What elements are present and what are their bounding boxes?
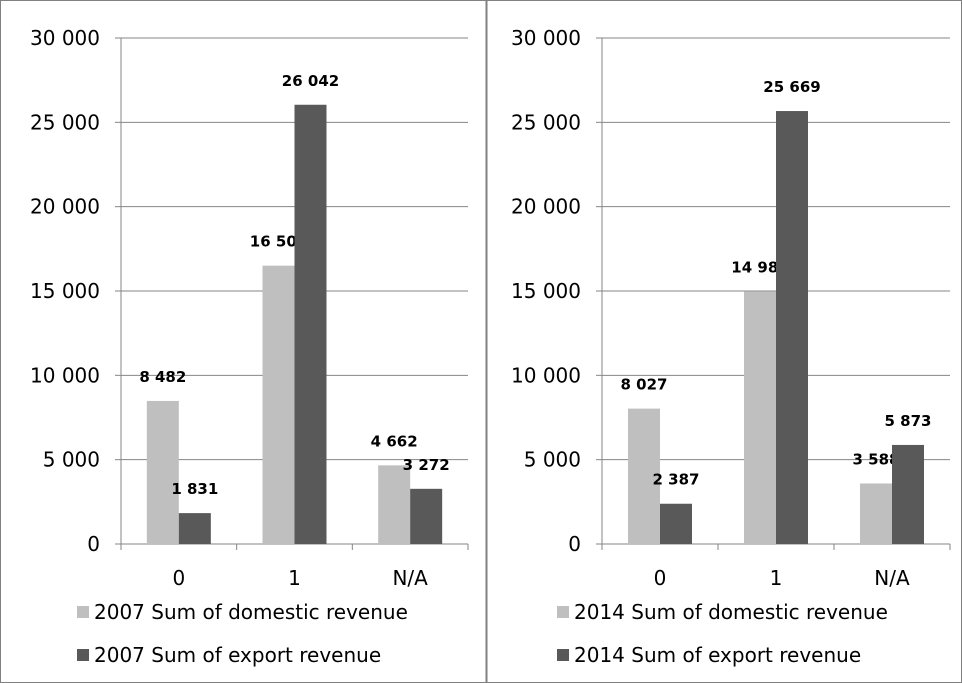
legend-swatch bbox=[557, 649, 569, 661]
y-tick-label: 0 bbox=[568, 532, 581, 556]
data-label: 1 831 bbox=[171, 480, 218, 498]
x-category-label: 1 bbox=[288, 566, 301, 590]
x-category-label: 0 bbox=[172, 566, 185, 590]
bar-export bbox=[294, 104, 327, 544]
legend-label: 2007 Sum of domestic revenue bbox=[94, 600, 408, 624]
y-tick-label: 20 000 bbox=[511, 195, 581, 219]
data-label: 8 482 bbox=[139, 368, 186, 386]
x-category-label: N/A bbox=[392, 566, 428, 590]
data-label: 3 588 bbox=[853, 450, 900, 468]
legend-swatch bbox=[77, 649, 89, 661]
bar-export bbox=[892, 444, 924, 544]
data-label: 14 981 bbox=[731, 258, 788, 276]
x-category-label: 1 bbox=[770, 566, 783, 590]
data-label: 3 272 bbox=[403, 456, 450, 474]
y-tick-label: 5 000 bbox=[524, 448, 581, 472]
y-tick-label: 10 000 bbox=[511, 363, 581, 387]
bar-export bbox=[660, 503, 692, 544]
bar-domestic bbox=[378, 465, 411, 544]
data-label: 8 027 bbox=[621, 376, 668, 394]
legend-label: 2014 Sum of export revenue bbox=[574, 643, 861, 667]
data-label: 2 387 bbox=[653, 471, 700, 489]
bar-domestic bbox=[860, 483, 892, 544]
legend-label: 2014 Sum of domestic revenue bbox=[574, 600, 888, 624]
y-tick-label: 30 000 bbox=[511, 26, 581, 50]
data-label: 26 042 bbox=[282, 72, 339, 90]
data-label: 5 873 bbox=[885, 412, 932, 430]
chart-panel-2: 0 5 000 10 000 15 000 20 000 25 000 30 000 0 8 0… bbox=[511, 26, 951, 667]
y-tick-label: 0 bbox=[87, 532, 100, 556]
data-label: 4 662 bbox=[371, 432, 418, 450]
chart-panel-1: 0 5 000 10 000 15 000 20 000 25 000 30 000 0 8 4… bbox=[30, 26, 469, 667]
bar-domestic bbox=[744, 291, 776, 544]
bar-domestic bbox=[262, 265, 295, 544]
bar-export bbox=[178, 513, 211, 544]
legend-label: 2007 Sum of export revenue bbox=[94, 643, 381, 667]
data-label: 16 501 bbox=[250, 233, 307, 251]
bar-domestic bbox=[146, 400, 179, 544]
bar-export bbox=[776, 111, 808, 544]
bar-export bbox=[410, 488, 443, 544]
x-category-label: 0 bbox=[654, 566, 667, 590]
legend-swatch bbox=[557, 606, 569, 618]
y-tick-label: 5 000 bbox=[43, 448, 100, 472]
y-tick-label: 25 000 bbox=[511, 110, 581, 134]
legend-swatch bbox=[77, 606, 89, 618]
x-category-label: N/A bbox=[874, 566, 910, 590]
y-tick-label: 15 000 bbox=[30, 279, 100, 303]
y-tick-label: 20 000 bbox=[30, 195, 100, 219]
y-tick-label: 10 000 bbox=[30, 363, 100, 387]
data-label: 25 669 bbox=[763, 78, 820, 96]
y-tick-label: 25 000 bbox=[30, 110, 100, 134]
bar-domestic bbox=[628, 408, 660, 544]
y-tick-label: 30 000 bbox=[30, 26, 100, 50]
y-tick-label: 15 000 bbox=[511, 279, 581, 303]
